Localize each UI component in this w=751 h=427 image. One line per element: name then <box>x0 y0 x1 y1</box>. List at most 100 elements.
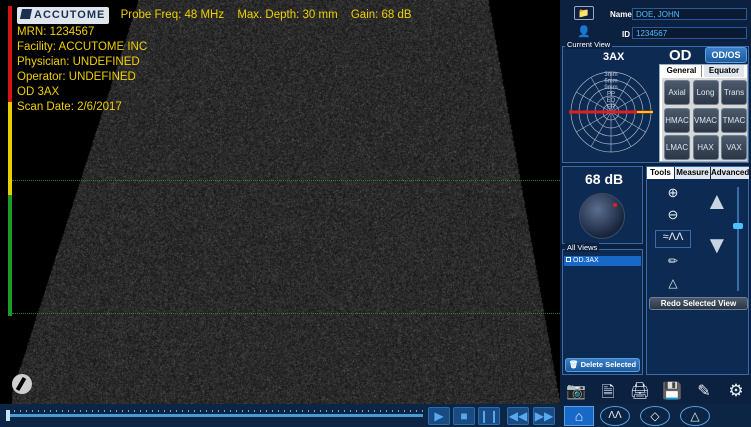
gain-readout: Gain: 68 dB <box>350 9 412 21</box>
current-view-label: Current View <box>565 40 613 49</box>
view-button-tmac[interactable]: TMAC <box>721 107 747 133</box>
timeline-scrubber-handle[interactable] <box>6 410 10 421</box>
clock-label: PP <box>607 92 615 98</box>
pause-icon[interactable]: ❙❙ <box>478 407 500 425</box>
zoom-slider-handle[interactable] <box>733 223 743 229</box>
mrn-text: MRN: 1234567 <box>17 26 95 38</box>
u-scan-icon[interactable]: △ <box>680 406 710 426</box>
mode-toolbar: ⌂ ΛΛ ◇ △ <box>560 404 751 427</box>
clock-spoke <box>590 111 612 147</box>
clock-label: ER <box>607 105 616 111</box>
stop-icon[interactable]: ■ <box>453 407 475 425</box>
clock-label: EQ <box>607 98 616 104</box>
facility-text: Facility: ACCUTOME INC <box>17 41 148 53</box>
arrow-down-icon[interactable]: ▼ <box>705 232 729 259</box>
gain-control-panel: 68 dB <box>562 166 643 244</box>
print-icon[interactable]: 🖨 <box>629 383 651 400</box>
probe-frequency: Probe Freq: 48 MHz <box>120 9 225 21</box>
home-icon[interactable]: ⌂ <box>564 406 594 426</box>
checkbox-icon[interactable] <box>566 257 571 262</box>
fast-forward-icon[interactable]: ▶▶ <box>533 407 555 425</box>
depth-marker-line <box>12 180 560 181</box>
physician-text: Physician: UNDEFINED <box>17 56 140 68</box>
tab-measure[interactable]: Measure <box>675 167 710 179</box>
a-scan-icon[interactable]: ΛΛ <box>600 406 630 426</box>
current-view-code: 3AX <box>603 51 625 63</box>
tab-equator[interactable]: Equator <box>704 65 744 77</box>
clock-spoke <box>576 111 612 133</box>
gain-knob[interactable] <box>579 193 625 239</box>
clock-label: 3mm <box>604 72 617 78</box>
scan-date-text: Scan Date: 2/6/2017 <box>17 101 122 113</box>
accutome-corner-logo-icon <box>12 374 32 394</box>
timeline-ticks <box>8 410 423 412</box>
save-icon[interactable]: 💾 <box>662 383 682 400</box>
gain-knob-indicator <box>613 203 617 207</box>
accutome-logo: ACCUTOME <box>17 7 110 24</box>
clock-spoke <box>610 111 632 147</box>
tab-general[interactable]: General <box>662 65 702 77</box>
view-button-trans[interactable]: Trans <box>721 80 747 105</box>
b-scan-icon[interactable]: ◇ <box>640 406 670 426</box>
probe-icon[interactable]: △ <box>668 276 678 290</box>
patient-name-field[interactable]: DOE, JOHN <box>632 8 747 20</box>
pen-icon[interactable]: ✎ <box>697 383 711 400</box>
view-button-vmac[interactable]: VMAC <box>692 107 719 133</box>
trash-icon: 🗑 <box>568 360 579 369</box>
od-os-toggle-button[interactable]: OD/OS <box>705 47 747 63</box>
add-patient-icon[interactable]: 👤+ <box>577 26 591 52</box>
bottom-toolbar: 📷 🗎 🖨 💾 ✎ ⚙ <box>560 378 751 404</box>
current-view-panel: Current View 3AX 3mm 6mm 9mm PP EQ ER OD OD/O… <box>562 40 749 163</box>
zoom-slider-track[interactable] <box>737 187 739 291</box>
document-icon[interactable]: 🗎 <box>601 384 615 401</box>
delete-selected-label: Delete Selected <box>580 360 637 369</box>
gear-icon[interactable]: ⚙ <box>728 381 744 400</box>
delete-selected-button[interactable]: 🗑 Delete Selected <box>565 358 640 372</box>
redo-selected-view-button[interactable]: Redo Selected View <box>649 297 748 310</box>
clock-spoke <box>610 111 646 133</box>
view-list-item-label: OD.3AX <box>573 257 599 264</box>
arrow-up-icon[interactable]: ▲ <box>705 188 729 215</box>
gain-bar-segment <box>8 6 12 103</box>
view-button-vax[interactable]: VAX <box>721 135 747 160</box>
right-control-panel: 📁 👤+ Name DOE, JOHN ID 1234567 Current V… <box>560 0 751 427</box>
id-label: ID <box>622 30 630 39</box>
view-button-axial[interactable]: Axial <box>664 80 690 105</box>
gain-bar-segment <box>8 102 12 196</box>
eye-view-text: OD 3AX <box>17 86 60 98</box>
clock-spoke <box>610 91 646 113</box>
view-selector: General Equator Axial Long Trans HMAC VMAC TM… <box>659 64 748 162</box>
tab-tools[interactable]: Tools <box>647 167 674 179</box>
view-button-hax[interactable]: HAX <box>692 135 719 160</box>
depth-marker-line <box>12 313 560 314</box>
gain-level-bar <box>8 6 12 316</box>
eye-indicator: OD <box>669 47 692 64</box>
clock-label: 9mm <box>604 85 617 91</box>
view-button-long[interactable]: Long <box>692 80 719 105</box>
tab-advanced[interactable]: Advanced <box>711 167 750 179</box>
clock-label: 6mm <box>604 79 617 85</box>
gain-bar-segment <box>8 195 12 316</box>
ultrasound-image-area[interactable]: ACCUTOME Probe Freq: 48 MHz Max. Depth: … <box>0 0 560 404</box>
eraser-icon[interactable]: ✏ <box>667 254 679 268</box>
playback-timeline[interactable] <box>8 414 423 417</box>
all-views-panel: All Views OD.3AX 🗑 Delete Selected <box>562 243 643 375</box>
patient-id-field[interactable]: 1234567 <box>632 27 747 39</box>
scan-info-overlay: ACCUTOME Probe Freq: 48 MHz Max. Depth: … <box>17 7 422 115</box>
camera-icon[interactable]: 📷 <box>566 383 586 400</box>
operator-text: Operator: UNDEFINED <box>17 71 136 83</box>
view-list-item[interactable]: OD.3AX <box>564 256 641 266</box>
view-button-hmac[interactable]: HMAC <box>664 107 690 133</box>
folder-icon[interactable]: 📁 <box>574 6 594 20</box>
waveform-icon[interactable]: ≈ΛΛ <box>655 230 691 248</box>
view-button-lmac[interactable]: LMAC <box>664 135 690 160</box>
clock-spoke <box>576 91 612 113</box>
all-views-label: All Views <box>565 243 600 252</box>
clock-spoke <box>590 77 612 113</box>
rewind-icon[interactable]: ◀◀ <box>507 407 529 425</box>
zoom-out-icon[interactable]: ⊖ <box>667 207 679 222</box>
zoom-in-icon[interactable]: ⊕ <box>667 185 679 200</box>
ultrasound-scan-image[interactable] <box>0 0 560 404</box>
play-icon[interactable]: ▶ <box>428 407 450 425</box>
